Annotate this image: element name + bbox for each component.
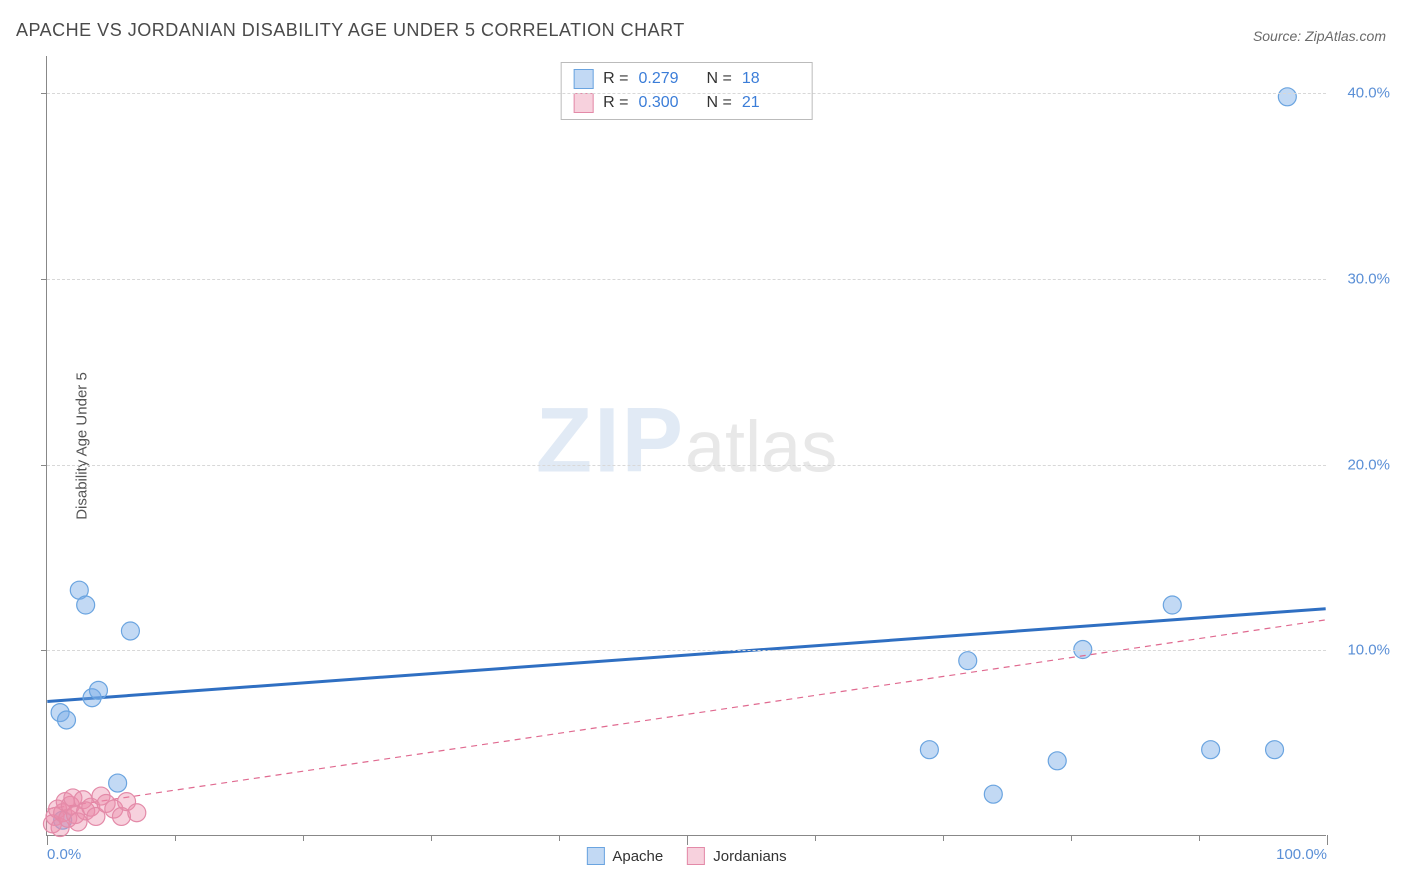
data-point (58, 711, 76, 729)
data-point (1202, 741, 1220, 759)
data-point (1048, 752, 1066, 770)
legend-n-label: N = (707, 94, 732, 112)
data-point (89, 681, 107, 699)
data-point (984, 785, 1002, 803)
legend-r-value: 0.300 (639, 94, 697, 112)
data-point (1266, 741, 1284, 759)
source-name: ZipAtlas.com (1305, 28, 1386, 44)
series-legend-label: Apache (612, 848, 663, 865)
y-tick-mark (41, 93, 47, 94)
x-tick-mark (687, 835, 688, 845)
series-legend: Apache Jordanians (586, 847, 786, 865)
data-point (920, 741, 938, 759)
data-point (77, 596, 95, 614)
data-point (121, 622, 139, 640)
chart-svg (47, 56, 1326, 835)
legend-row: R = 0.279 N = 18 (573, 67, 800, 91)
x-tick-mark (1071, 835, 1072, 841)
legend-r-label: R = (603, 70, 628, 88)
y-tick-label: 10.0% (1347, 642, 1390, 659)
gridline (47, 279, 1326, 280)
legend-r-value: 0.279 (639, 70, 697, 88)
x-tick-mark (943, 835, 944, 841)
y-tick-label: 30.0% (1347, 270, 1390, 287)
source-attribution: Source: ZipAtlas.com (1253, 28, 1386, 44)
x-tick-mark (815, 835, 816, 841)
x-tick-label: 0.0% (47, 846, 81, 863)
x-tick-mark (47, 835, 48, 845)
y-tick-mark (41, 465, 47, 466)
gridline (47, 93, 1326, 94)
data-point (1163, 596, 1181, 614)
data-point (1278, 88, 1296, 106)
legend-r-label: R = (603, 94, 628, 112)
x-tick-mark (175, 835, 176, 841)
gridline (47, 650, 1326, 651)
y-tick-mark (41, 279, 47, 280)
data-point (128, 804, 146, 822)
series-legend-item: Jordanians (687, 847, 786, 865)
x-tick-mark (559, 835, 560, 841)
x-tick-mark (431, 835, 432, 841)
chart-title: APACHE VS JORDANIAN DISABILITY AGE UNDER… (16, 20, 685, 41)
y-tick-label: 20.0% (1347, 456, 1390, 473)
legend-swatch (573, 69, 593, 89)
x-tick-mark (1327, 835, 1328, 845)
legend-n-label: N = (707, 70, 732, 88)
legend-swatch (573, 93, 593, 113)
trendline (47, 620, 1325, 809)
gridline (47, 465, 1326, 466)
y-tick-mark (41, 650, 47, 651)
legend-n-value: 18 (742, 70, 800, 88)
data-point (109, 774, 127, 792)
series-legend-item: Apache (586, 847, 663, 865)
source-prefix: Source: (1253, 28, 1305, 44)
legend-swatch (687, 847, 705, 865)
x-tick-label: 100.0% (1276, 846, 1327, 863)
x-tick-mark (303, 835, 304, 841)
trendline (47, 609, 1325, 702)
series-legend-label: Jordanians (713, 848, 786, 865)
legend-swatch (586, 847, 604, 865)
legend-row: R = 0.300 N = 21 (573, 91, 800, 115)
correlation-legend: R = 0.279 N = 18 R = 0.300 N = 21 (560, 62, 813, 120)
legend-n-value: 21 (742, 94, 800, 112)
x-tick-mark (1199, 835, 1200, 841)
data-point (959, 652, 977, 670)
chart-plot-area: ZIPatlas R =0.279N =18R =0.300N =21 Apac… (46, 56, 1326, 836)
y-tick-label: 40.0% (1347, 85, 1390, 102)
